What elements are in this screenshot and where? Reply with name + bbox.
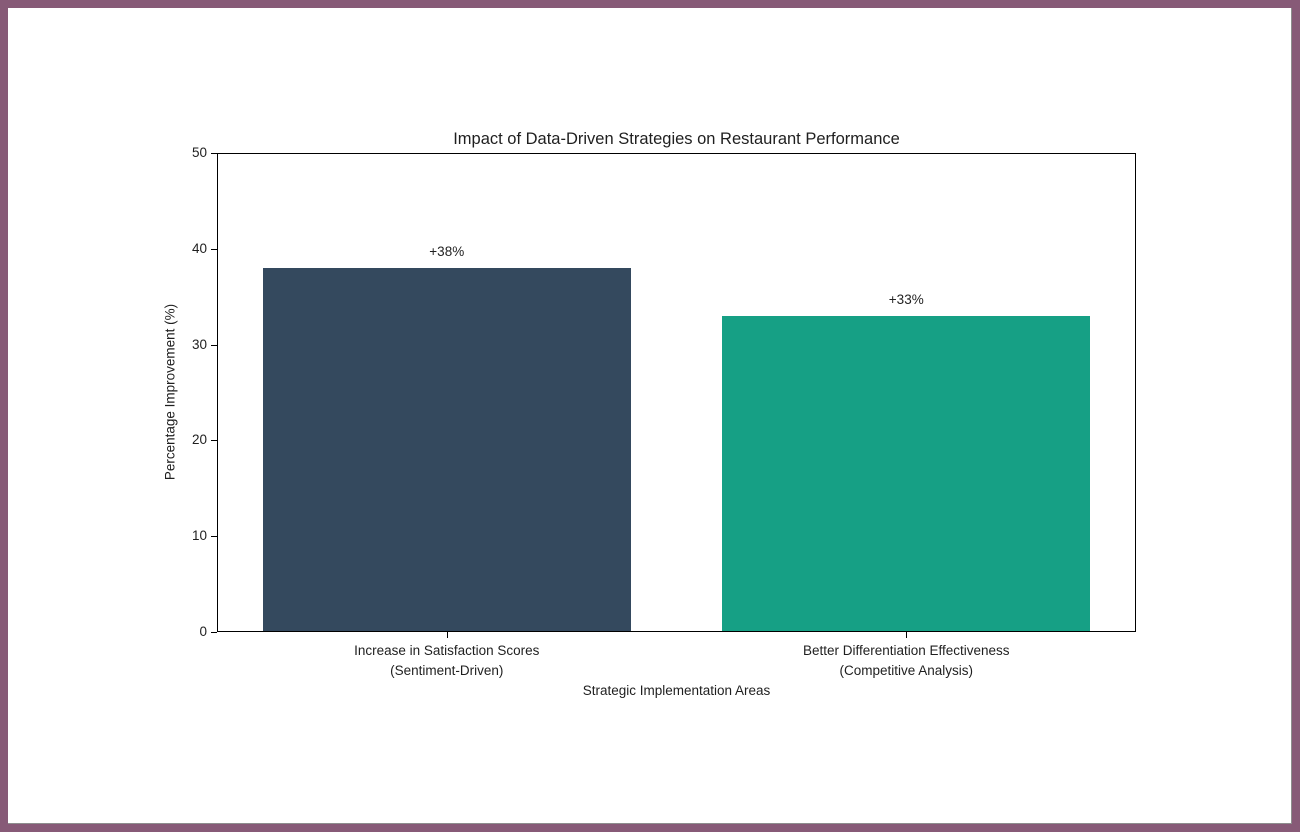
y-axis-label: Percentage Improvement (%) [162, 303, 178, 481]
x-tick-label: Increase in Satisfaction Scores (Sentime… [354, 643, 540, 678]
x-axis-label: Strategic Implementation Areas [582, 683, 771, 698]
y-tick-label: 0 [199, 624, 207, 639]
y-tick-label: 20 [191, 432, 207, 448]
x-tick-mark [446, 632, 448, 638]
y-tick-mark [211, 536, 217, 538]
x-tick-label: Better Differentiation Effectiveness (Co… [802, 643, 1010, 678]
y-tick-mark [211, 248, 217, 250]
y-tick-label: 50 [191, 145, 207, 160]
bar-chart-figure: Impact of Data-Driven Strategies on Rest… [8, 8, 1292, 824]
y-tick-mark [211, 344, 217, 346]
y-tick-label: 30 [191, 336, 207, 352]
chart-title: Impact of Data-Driven Strategies on Rest… [453, 130, 900, 148]
x-tick-mark [906, 632, 908, 638]
y-tick-mark [211, 440, 217, 442]
y-tick-mark [211, 632, 217, 633]
bar-value-label: +33% [888, 291, 924, 307]
y-tick-label: 10 [191, 528, 207, 544]
y-tick-label: 40 [191, 240, 207, 256]
y-tick-mark [211, 153, 217, 154]
bar [262, 267, 631, 631]
bar-value-label: +38% [429, 243, 465, 259]
bar [722, 315, 1091, 631]
